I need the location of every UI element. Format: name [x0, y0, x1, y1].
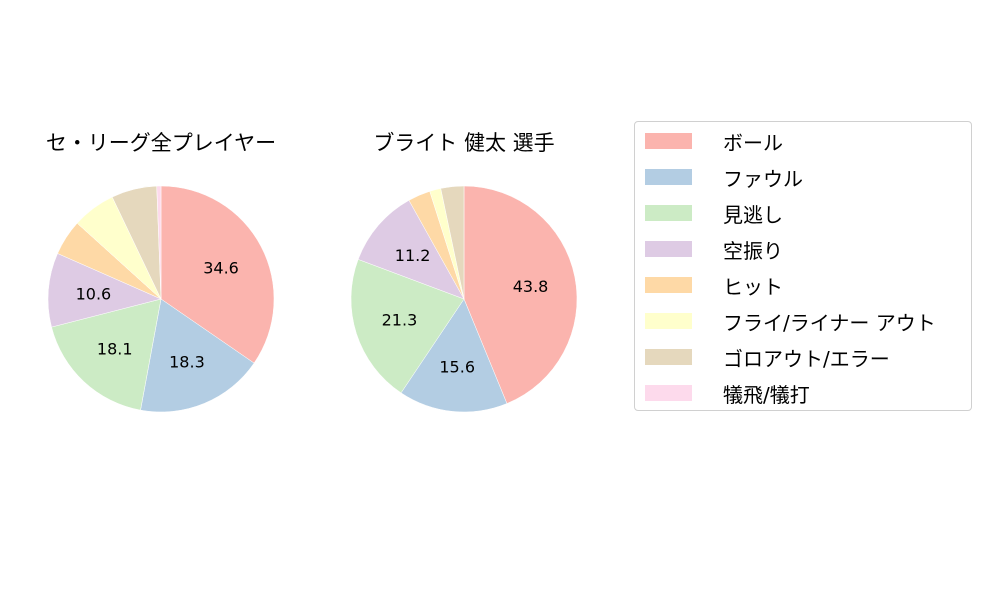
legend: ボール ファウル 見逃し 空振り ヒット フライ/ライナー アウト ゴロアウト/… — [634, 121, 972, 411]
left-pie-title: セ・リーグ全プレイヤー — [45, 131, 277, 155]
legend-label: 空振り — [723, 238, 783, 263]
legend-label: ボール — [723, 130, 783, 155]
legend-swatch — [645, 169, 692, 185]
pie-chart-league: 34.6 18.3 18.1 10.6 — [47, 185, 275, 413]
pie-slice — [350, 259, 465, 394]
slice-label: 18.3 — [169, 353, 205, 372]
pie-slice — [140, 298, 255, 413]
pie-chart-player: 43.8 15.6 21.3 11.2 — [350, 185, 578, 413]
legend-swatch — [645, 205, 692, 221]
slice-label: 34.6 — [203, 258, 239, 277]
pie-slice — [156, 185, 162, 300]
slice-label: 18.1 — [97, 340, 133, 359]
legend-item-sacrifice: 犠飛/犠打 — [645, 381, 810, 407]
slice-label: 15.6 — [439, 357, 475, 376]
right-pie-title: ブライト 健太 選手 — [373, 131, 555, 155]
legend-swatch — [645, 313, 692, 329]
legend-item-foul: ファウル — [645, 165, 803, 191]
legend-label: フライ/ライナー アウト — [723, 310, 936, 335]
legend-swatch — [645, 349, 692, 365]
legend-label: 犠飛/犠打 — [723, 382, 810, 407]
legend-swatch — [645, 133, 692, 149]
legend-label: ヒット — [723, 274, 783, 299]
legend-swatch — [645, 385, 692, 401]
legend-item-swinging-strike: 空振り — [645, 237, 783, 263]
legend-item-ball: ボール — [645, 129, 783, 155]
pie-slice — [440, 185, 465, 300]
legend-item-fly-out: フライ/ライナー アウト — [645, 309, 936, 335]
pie-slice — [51, 298, 162, 411]
pie-slice — [463, 185, 578, 404]
legend-label: ゴロアウト/エラー — [723, 346, 890, 371]
legend-item-called-strike: 見逃し — [645, 201, 783, 227]
legend-label: ファウル — [723, 166, 803, 191]
legend-swatch — [645, 277, 692, 293]
legend-item-hit: ヒット — [645, 273, 783, 299]
legend-label: 見逃し — [723, 202, 783, 227]
slice-label: 43.8 — [513, 277, 549, 296]
pie-slice — [400, 298, 508, 413]
slice-label: 10.6 — [76, 284, 112, 303]
pie-slice — [47, 253, 162, 328]
legend-swatch — [645, 241, 692, 257]
slice-label: 11.2 — [395, 246, 431, 265]
pie-slice — [357, 199, 465, 300]
pie-slice — [160, 185, 275, 364]
slice-label: 21.3 — [382, 311, 418, 330]
legend-item-ground-out: ゴロアウト/エラー — [645, 345, 890, 371]
